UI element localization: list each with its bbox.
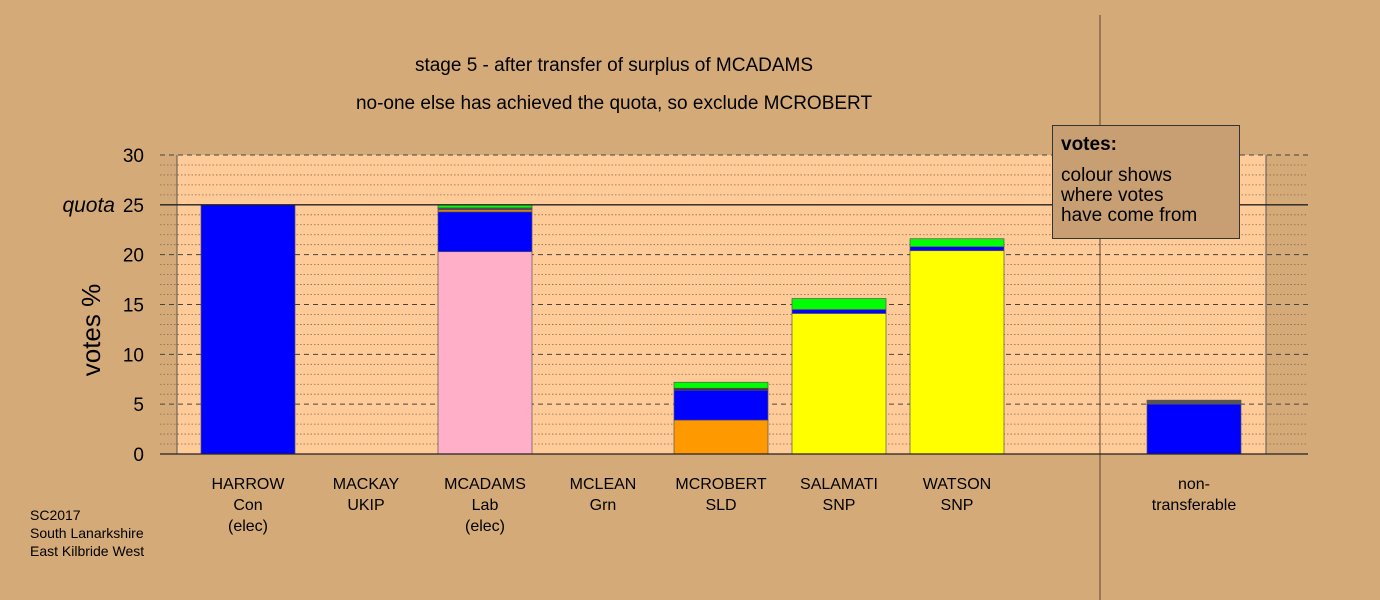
quota-label: quota	[62, 194, 115, 217]
bar-segment	[909, 246, 1005, 252]
x-category-label: MCLEAN	[570, 476, 637, 493]
x-category-label: (elec)	[228, 518, 268, 535]
x-category-label: SNP	[941, 497, 974, 514]
bar-segment	[673, 419, 769, 455]
x-category-label: MCROBERT	[675, 476, 766, 493]
footer-ward: East Kilbride West	[30, 543, 145, 559]
x-category-label: SNP	[823, 497, 856, 514]
x-category-label: Con	[233, 497, 262, 514]
legend-box: votes: colour shows where votes have com…	[1052, 125, 1240, 239]
legend-line: colour shows	[1061, 165, 1172, 186]
y-tick-label: 20	[123, 246, 144, 267]
footer-council: South Lanarkshire	[30, 525, 144, 541]
y-axis-label: votes %	[76, 284, 106, 377]
x-category-label: MACKAY	[333, 476, 400, 493]
x-category-label: non-	[1178, 476, 1210, 493]
y-tick-label: 5	[133, 395, 144, 416]
x-category-label: Grn	[590, 497, 617, 514]
y-tick-label: 10	[123, 345, 144, 366]
legend-line: have come from	[1061, 205, 1198, 226]
y-tick-label: 15	[123, 296, 144, 317]
bar-segment	[791, 298, 887, 310]
x-category-label: SALAMATI	[800, 476, 878, 493]
x-category-label: (elec)	[465, 518, 505, 535]
bar-segment	[437, 211, 533, 253]
bar-segment	[200, 204, 296, 455]
footer-election: SC2017	[30, 507, 81, 523]
bar-segment	[673, 381, 769, 389]
x-category-label: WATSON	[923, 476, 991, 493]
legend-heading: votes:	[1061, 134, 1117, 155]
bar-segment	[909, 238, 1005, 248]
x-category-label: transferable	[1152, 497, 1237, 514]
chart-title: stage 5 - after transfer of surplus of M…	[414, 55, 814, 76]
chart-subtitle: no-one else has achieved the quota, so e…	[355, 93, 873, 114]
bar-segment	[1146, 403, 1242, 455]
y-tick-label: 25	[123, 196, 144, 217]
x-category-label: UKIP	[347, 497, 384, 514]
bar-segment	[791, 309, 887, 314]
y-tick-label: 0	[133, 445, 144, 466]
x-category-label: HARROW	[212, 476, 286, 493]
bar-segment	[1146, 399, 1242, 405]
x-category-label: Lab	[472, 497, 499, 514]
bar-segment	[437, 251, 533, 455]
bar-segment	[909, 250, 1005, 455]
y-tick-label: 30	[123, 146, 144, 167]
legend-line: where votes	[1061, 185, 1164, 206]
x-category-label: MCADAMS	[444, 476, 526, 493]
bar-segment	[673, 389, 769, 421]
x-category-label: SLD	[705, 497, 736, 514]
bar-segment	[791, 313, 887, 455]
